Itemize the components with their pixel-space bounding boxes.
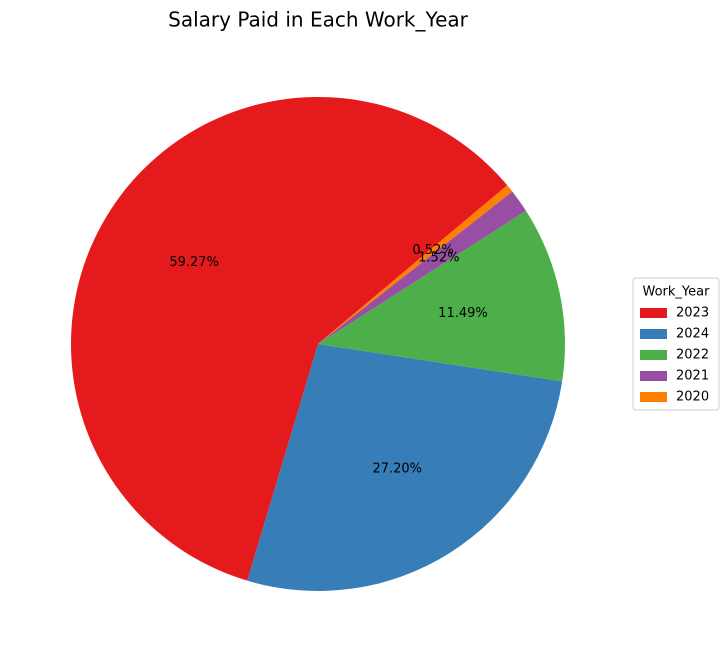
pie-slice bbox=[71, 97, 508, 581]
chart-title: Salary Paid in Each Work_Year bbox=[168, 8, 468, 32]
legend-label: 2020 bbox=[676, 390, 709, 405]
pie-slice bbox=[318, 185, 513, 344]
legend-swatch bbox=[640, 392, 667, 402]
legend-label: 2024 bbox=[676, 327, 709, 342]
pie-slice bbox=[318, 191, 526, 344]
pie-slice bbox=[247, 344, 563, 591]
slice-label: 27.20% bbox=[372, 462, 422, 477]
legend-label: 2023 bbox=[676, 306, 709, 321]
legend-swatch bbox=[640, 371, 667, 381]
slice-label: 0.52% bbox=[412, 243, 453, 258]
slice-label: 1.52% bbox=[418, 251, 459, 266]
legend-swatch bbox=[640, 350, 667, 360]
pie-slice bbox=[318, 210, 565, 382]
slice-label: 11.49% bbox=[438, 306, 488, 321]
legend-title: Work_Year bbox=[643, 285, 711, 300]
legend-swatch bbox=[640, 329, 667, 339]
legend-label: 2021 bbox=[676, 369, 709, 384]
slice-label: 59.27% bbox=[169, 255, 219, 270]
legend-label: 2022 bbox=[676, 348, 709, 363]
legend-swatch bbox=[640, 308, 667, 318]
